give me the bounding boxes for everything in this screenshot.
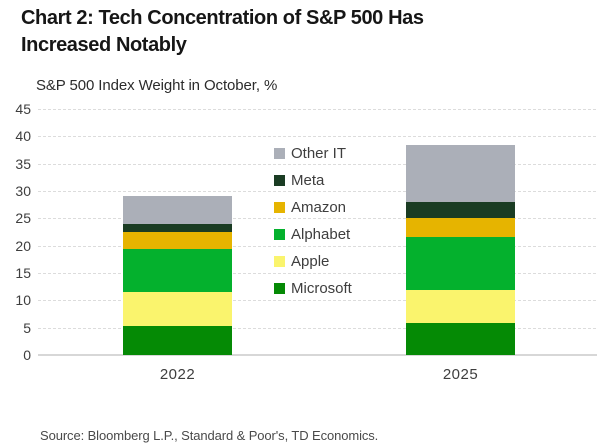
legend-item-microsoft: Microsoft xyxy=(274,275,352,302)
y-axis-tick-label: 0 xyxy=(23,347,31,363)
y-axis-tick-label: 30 xyxy=(15,183,31,199)
y-axis-tick-label: 10 xyxy=(15,292,31,309)
bar-segment-microsoft-2022 xyxy=(123,326,232,355)
y-axis-tick-label: 35 xyxy=(15,155,31,172)
x-axis-label-2025: 2025 xyxy=(442,366,479,383)
chart-title-line2: Increased Notably xyxy=(21,34,187,56)
legend-label-apple: Apple xyxy=(291,253,330,270)
bar-segment-alphabet-2025 xyxy=(406,237,515,290)
bar-segment-other-it-2022 xyxy=(123,195,232,225)
gridline-45 xyxy=(38,109,597,110)
y-axis-tick-label: 20 xyxy=(15,237,31,254)
bar-segment-amazon-2022 xyxy=(123,232,232,250)
gridline-5 xyxy=(38,327,597,329)
bar-segment-meta-2022 xyxy=(123,224,232,232)
legend-swatch-alphabet xyxy=(274,229,285,240)
gridline-10 xyxy=(38,300,597,302)
legend-item-meta: Meta xyxy=(274,167,352,194)
legend-swatch-other-it xyxy=(274,148,285,159)
bar-segment-microsoft-2025 xyxy=(406,323,515,355)
legend-swatch-microsoft xyxy=(274,283,285,294)
legend-item-amazon: Amazon xyxy=(274,194,352,221)
x-axis-baseline xyxy=(38,354,597,356)
x-axis-label-2022: 2022 xyxy=(159,366,196,383)
bar-segment-apple-2025 xyxy=(406,289,515,324)
y-axis-tick-label: 5 xyxy=(23,319,31,336)
legend-item-apple: Apple xyxy=(274,248,352,275)
legend-label-amazon: Amazon xyxy=(291,199,347,216)
y-axis-tick-label: 25 xyxy=(15,210,31,227)
bar-segment-alphabet-2022 xyxy=(123,249,232,292)
gridline-15 xyxy=(38,273,597,274)
legend-item-alphabet: Alphabet xyxy=(274,221,352,248)
bar-segment-meta-2025 xyxy=(406,201,515,219)
chart-title-line1: Chart 2: Tech Concentration of S&P 500 H… xyxy=(21,7,424,29)
y-axis-tick-label: 15 xyxy=(15,265,31,281)
legend-label-meta: Meta xyxy=(291,172,325,189)
gridline-25 xyxy=(38,218,597,220)
legend-swatch-amazon xyxy=(274,202,285,213)
y-axis-tick-label: 40 xyxy=(15,128,31,145)
y-axis-tick-label: 45 xyxy=(15,101,31,117)
legend-item-other-it: Other IT xyxy=(274,140,352,167)
legend-label-other-it: Other IT xyxy=(291,145,347,162)
legend-swatch-apple xyxy=(274,256,285,267)
source-note: Source: Bloomberg L.P., Standard & Poor'… xyxy=(40,428,379,443)
gridline-35 xyxy=(38,163,597,165)
bar-segment-other-it-2025 xyxy=(406,144,515,202)
bar-segment-apple-2022 xyxy=(123,291,232,327)
bar-segment-amazon-2025 xyxy=(406,218,515,238)
gridline-30 xyxy=(38,191,597,192)
legend: Other IT Meta Amazon Alphabet Apple Microsoft xyxy=(274,140,352,302)
chart-subtitle: S&P 500 Index Weight in October, % xyxy=(36,77,278,94)
chart-title: Chart 2: Tech Concentration of S&P 500 H… xyxy=(21,5,424,59)
gridline-40 xyxy=(38,136,597,138)
legend-swatch-meta xyxy=(274,175,285,186)
gridline-20 xyxy=(38,245,597,247)
legend-label-microsoft: Microsoft xyxy=(291,280,352,297)
legend-label-alphabet: Alphabet xyxy=(291,226,351,243)
